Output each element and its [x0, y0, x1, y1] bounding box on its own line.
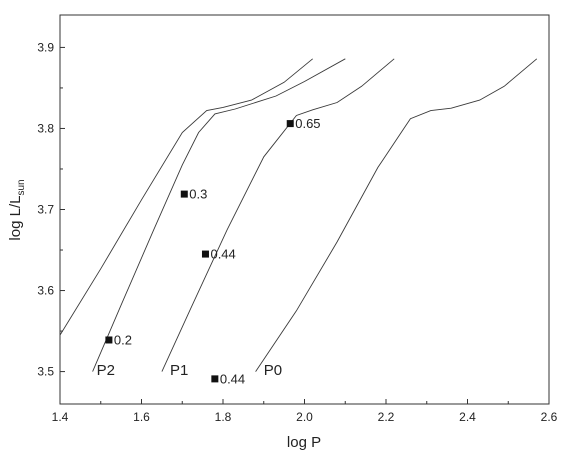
y-tick-label: 3.9 [37, 40, 54, 54]
series-line-p1 [161, 58, 395, 372]
data-point-marker [105, 336, 113, 344]
curve-label-p0: P0 [264, 362, 282, 379]
series-line-p0 [255, 58, 538, 372]
series-line-p2 [92, 58, 346, 372]
x-tick-label: 2.6 [541, 410, 558, 424]
x-tick-label: 1.4 [52, 410, 69, 424]
y-tick-label: 3.6 [37, 284, 54, 298]
data-point-label: 0.44 [220, 371, 245, 386]
data-point-marker [286, 120, 294, 128]
x-tick-label: 1.6 [133, 410, 150, 424]
y-tick-label: 3.5 [37, 365, 54, 379]
x-tick-label: 2.4 [459, 410, 476, 424]
data-point-label: 0.44 [210, 247, 235, 262]
data-point-marker [180, 190, 188, 198]
x-tick-label: 1.8 [215, 410, 232, 424]
x-tick-label: 2.2 [378, 410, 395, 424]
series-line-unlabeled [59, 58, 313, 336]
x-axis-title: log P [287, 434, 321, 451]
x-tick-label: 2.0 [296, 410, 313, 424]
data-point-marker [211, 375, 219, 383]
y-tick-label: 3.8 [37, 121, 54, 135]
y-axis-title: log L/Lsun [7, 179, 27, 240]
data-point-label: 0.3 [189, 187, 207, 202]
y-axis-title-main: log L/L [7, 196, 24, 241]
y-tick-label: 3.7 [37, 203, 54, 217]
curve-label-p2: P2 [97, 362, 115, 379]
plot-frame [59, 14, 550, 405]
y-axis-title-sub: sun [16, 179, 27, 195]
data-point-label: 0.65 [295, 116, 320, 131]
data-point-marker [201, 250, 209, 258]
data-point-label: 0.2 [114, 332, 132, 347]
curve-label-p1: P1 [170, 362, 188, 379]
